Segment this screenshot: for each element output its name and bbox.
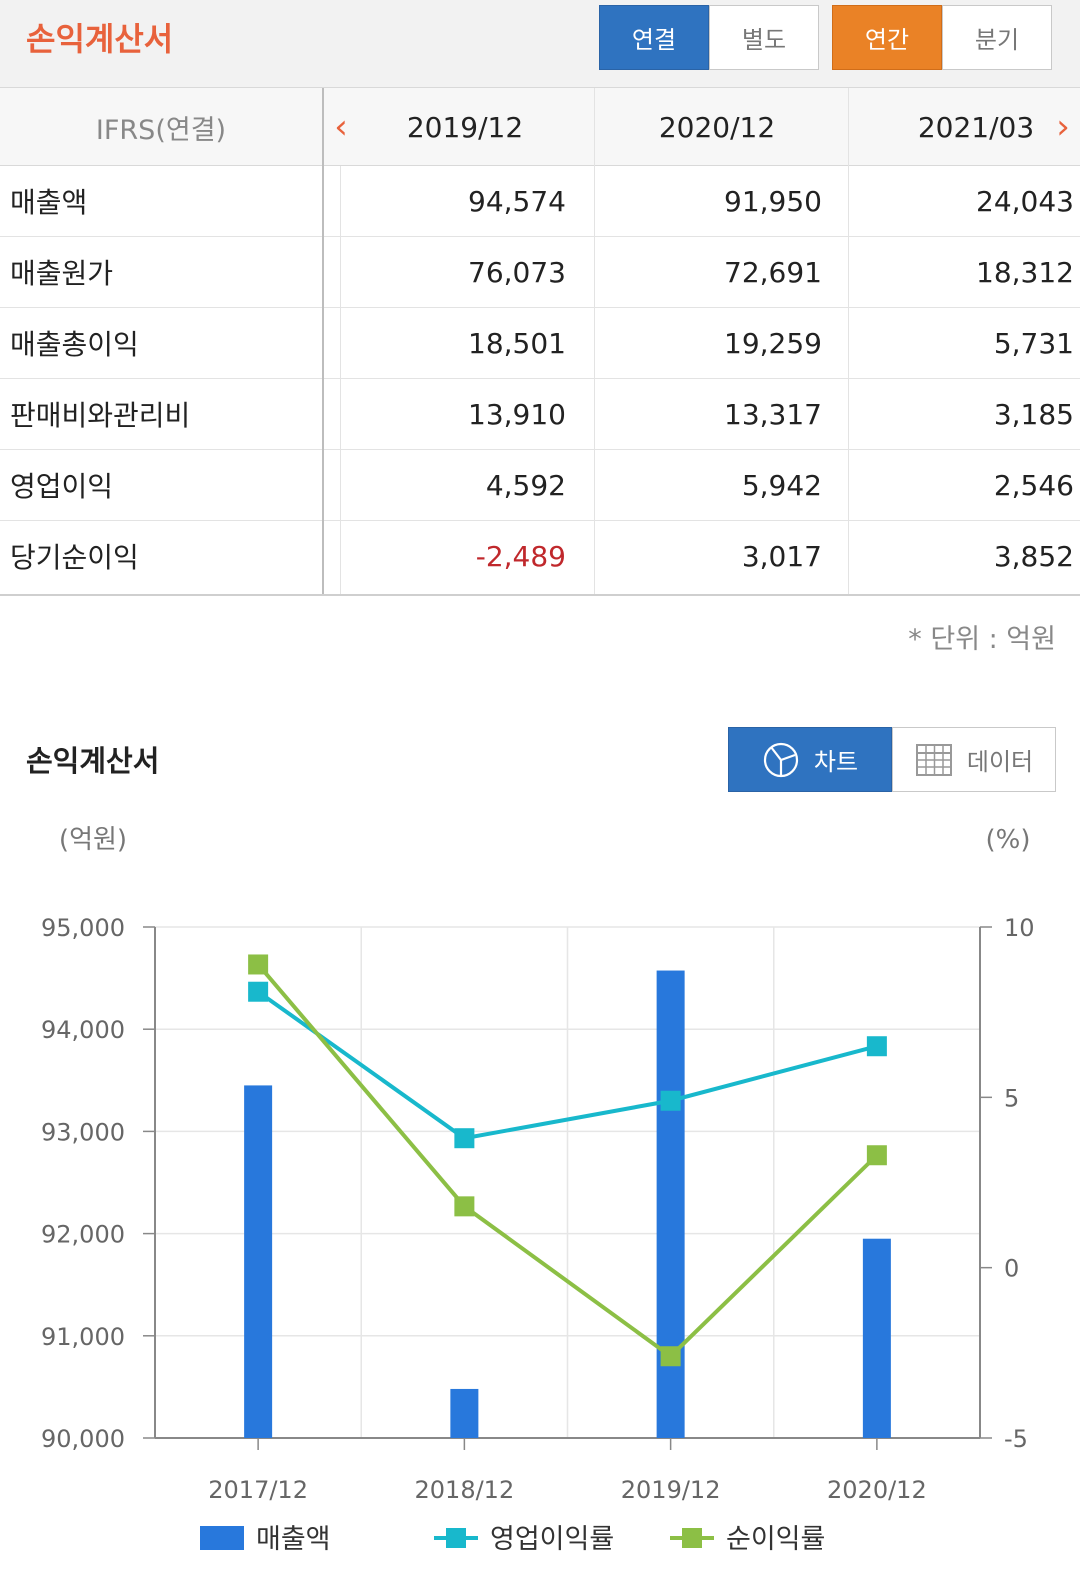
column-header: 2020/12 — [658, 110, 776, 144]
net-margin-point — [660, 1346, 681, 1367]
row-label: 매출액 — [10, 186, 88, 219]
table-row: 판매비와관리비 13,910 13,317 3,185 — [0, 379, 1080, 450]
table-cell: 4,592 — [485, 468, 566, 502]
annual-button[interactable]: 연간 — [832, 5, 942, 70]
table-cell: 18,312 — [976, 255, 1074, 289]
pie-chart-icon — [762, 741, 800, 779]
table-cell: 94,574 — [468, 184, 566, 218]
net-margin-point — [248, 954, 269, 975]
row-label: 당기순이익 — [10, 541, 139, 574]
legend-swatch-sales — [200, 1526, 244, 1550]
top-bar: 손익계산서 연결 별도 연간 분기 — [0, 0, 1080, 88]
operating-margin-point — [866, 1036, 887, 1057]
row-label: 매출원가 — [10, 257, 114, 290]
net-margin-line — [256, 963, 879, 1359]
table-cell: 3,852 — [993, 539, 1074, 573]
column-divider — [340, 166, 341, 595]
row-label: 영업이익 — [10, 470, 114, 503]
table-cell: 24,043 — [976, 184, 1074, 218]
left-unit-label: (억원) — [59, 825, 127, 855]
row-label: 판매비와관리비 — [10, 399, 191, 432]
table-cell: 91,950 — [724, 184, 822, 218]
income-statement-table: IFRS(연결) ‹ 2019/12 2020/12 2021/03 › 매출액… — [0, 88, 1080, 596]
left-tick-label: 95,000 — [41, 914, 125, 942]
right-tick-label: 5 — [1004, 1084, 1019, 1112]
ifrs-label: IFRS(연결) — [95, 114, 227, 146]
view-toggle: 차트 데이터 — [728, 727, 1056, 792]
bar-sales — [244, 1085, 273, 1438]
table-row: 당기순이익 -2,489 3,017 3,852 — [0, 521, 1080, 592]
x-tick-label: 2018/12 — [415, 1476, 515, 1504]
chart-view-button[interactable]: 차트 — [728, 727, 892, 792]
bar-sales — [656, 970, 685, 1438]
left-tick-label: 93,000 — [41, 1118, 125, 1146]
table-cell-negative: -2,489 — [475, 539, 566, 573]
table-row: 매출총이익 18,501 19,259 5,731 — [0, 308, 1080, 379]
column-divider — [594, 88, 595, 595]
legend-label: 순이익률 — [726, 1524, 825, 1555]
table-row: 매출액 94,574 91,950 24,043 — [0, 166, 1080, 237]
legend-marker-net-margin — [682, 1528, 702, 1548]
net-margin-point — [866, 1145, 887, 1166]
page-title: 손익계산서 — [26, 20, 174, 58]
consolidation-toggle: 연결 별도 — [599, 5, 819, 70]
table-cell: 76,073 — [468, 255, 566, 289]
legend-marker-operating-margin — [446, 1528, 466, 1548]
net-margin-point — [454, 1196, 475, 1217]
table-grid-icon — [915, 743, 953, 777]
chart-view-label: 차트 — [813, 748, 859, 776]
right-tick-label: 10 — [1004, 914, 1035, 942]
table-cell: 3,017 — [741, 539, 822, 573]
separate-button[interactable]: 별도 — [709, 5, 819, 70]
right-tick-label: 0 — [1004, 1255, 1019, 1283]
unit-note: * 단위 : 억원 — [908, 624, 1056, 655]
table-cell: 72,691 — [724, 255, 822, 289]
bar-sales — [450, 1388, 479, 1438]
operating-margin-point — [248, 981, 269, 1002]
operating-margin-point — [660, 1090, 681, 1111]
column-header: 2021/03 — [917, 110, 1035, 144]
quarterly-button[interactable]: 분기 — [942, 5, 1052, 70]
table-cell: 19,259 — [724, 326, 822, 360]
x-tick-label: 2019/12 — [621, 1476, 721, 1504]
column-divider — [848, 88, 849, 595]
operating-margin-point — [454, 1128, 475, 1149]
bar-sales — [862, 1238, 891, 1438]
table-cell: 2,546 — [993, 468, 1074, 502]
x-tick-label: 2017/12 — [208, 1476, 308, 1504]
left-tick-label: 92,000 — [41, 1221, 125, 1249]
right-unit-label: (%) — [986, 825, 1031, 855]
column-header: 2019/12 — [406, 110, 524, 144]
table-cell: 5,942 — [741, 468, 822, 502]
table-bottom-border — [0, 594, 1080, 596]
consolidated-button[interactable]: 연결 — [599, 5, 709, 70]
data-view-label: 데이터 — [966, 748, 1034, 776]
table-cell: 13,317 — [724, 397, 822, 431]
left-tick-label: 91,000 — [41, 1323, 125, 1351]
table-cell: 13,910 — [468, 397, 566, 431]
right-tick-label: -5 — [1004, 1425, 1028, 1453]
table-row: 영업이익 4,592 5,942 2,546 — [0, 450, 1080, 521]
label-column-divider — [322, 88, 324, 595]
chart-section-title: 손익계산서 — [26, 744, 160, 778]
table-row: 매출원가 76,073 72,691 18,312 — [0, 237, 1080, 308]
data-view-button[interactable]: 데이터 — [892, 727, 1056, 792]
operating-margin-line — [256, 990, 878, 1141]
x-tick-label: 2020/12 — [827, 1476, 927, 1504]
table-cell: 3,185 — [993, 397, 1074, 431]
next-arrow-icon[interactable]: › — [1056, 107, 1070, 147]
table-cell: 5,731 — [993, 326, 1074, 360]
row-label: 매출총이익 — [10, 328, 139, 361]
legend-label: 영업이익률 — [490, 1524, 614, 1555]
prev-arrow-icon[interactable]: ‹ — [334, 107, 348, 147]
table-header: IFRS(연결) ‹ 2019/12 2020/12 2021/03 › — [0, 88, 1080, 166]
income-chart: 95,000 94,000 93,000 92,000 91,000 90,000 10 5 0… — [41, 825, 1035, 1555]
legend-label: 매출액 — [256, 1524, 331, 1555]
left-tick-label: 90,000 — [41, 1425, 125, 1453]
left-tick-label: 94,000 — [41, 1016, 125, 1044]
period-toggle: 연간 분기 — [832, 5, 1052, 70]
table-cell: 18,501 — [468, 326, 566, 360]
